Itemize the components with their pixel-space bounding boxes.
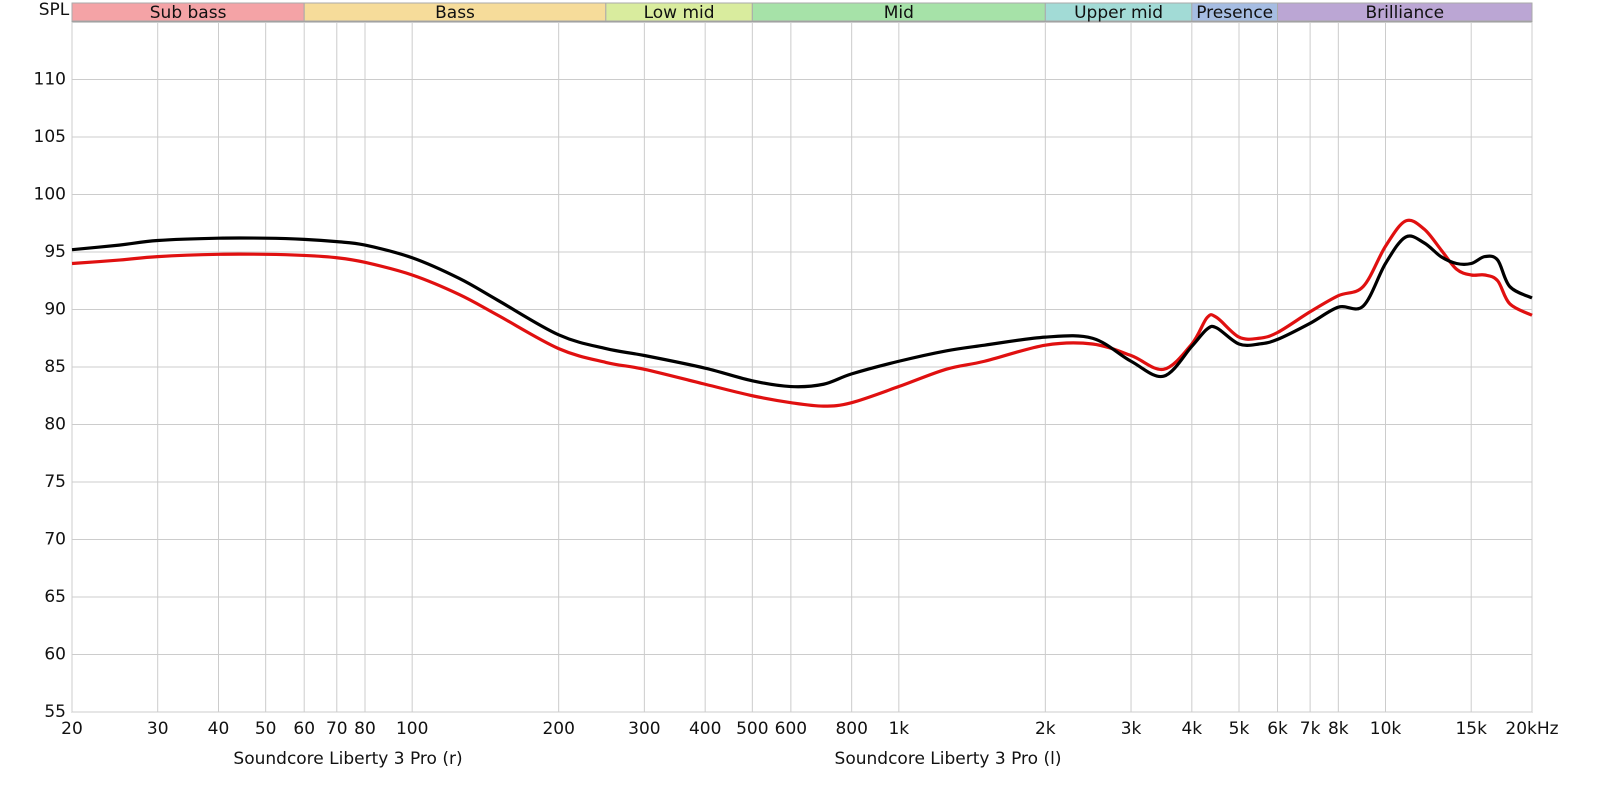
x-tick-label: 200 (542, 719, 574, 739)
x-tick-label: 5k (1229, 719, 1250, 739)
x-tick-label: 400 (689, 719, 721, 739)
y-tick-label: 110 (34, 70, 66, 90)
series-line (71, 234, 1533, 389)
x-tick-label: 4k (1181, 719, 1202, 739)
x-tick-label: 20 (61, 719, 83, 739)
y-tick-label: 90 (44, 300, 66, 320)
y-tick-label: 95 (44, 242, 66, 262)
y-axis-label: SPL (39, 0, 70, 20)
y-tick-label: 60 (44, 645, 66, 665)
x-tick-label: 500 (736, 719, 768, 739)
y-tick-label: 75 (44, 472, 66, 492)
series-line (71, 218, 1533, 408)
x-tick-label: 20kHz (1505, 719, 1558, 739)
x-tick-label: 8k (1328, 719, 1349, 739)
band-label: Mid (884, 3, 914, 23)
x-tick-label: 30 (147, 719, 169, 739)
x-tick-label: 2k (1035, 719, 1056, 739)
x-tick-label: 6k (1267, 719, 1288, 739)
y-tick-label: 105 (34, 127, 66, 147)
legend-entry: Soundcore Liberty 3 Pro (l) (835, 749, 1062, 769)
band-label: Presence (1196, 3, 1273, 23)
x-tick-label: 40 (208, 719, 230, 739)
x-tick-label: 800 (835, 719, 867, 739)
x-tick-label: 3k (1121, 719, 1142, 739)
y-tick-label: 100 (34, 185, 66, 205)
x-tick-label: 1k (888, 719, 909, 739)
y-tick-label: 80 (44, 415, 66, 435)
x-tick-label: 60 (293, 719, 315, 739)
x-tick-label: 15k (1455, 719, 1487, 739)
legend-entry: Soundcore Liberty 3 Pro (r) (233, 749, 462, 769)
y-tick-label: 85 (44, 357, 66, 377)
band-label: Low mid (644, 3, 715, 23)
y-tick-label: 70 (44, 530, 66, 550)
x-tick-label: 10k (1370, 719, 1402, 739)
band-label: Sub bass (150, 3, 227, 23)
y-tick-label: 55 (44, 702, 66, 722)
band-label: Upper mid (1074, 3, 1163, 23)
band-label: Brilliance (1365, 3, 1444, 23)
x-tick-label: 300 (628, 719, 660, 739)
x-tick-label: 80 (354, 719, 376, 739)
band (1277, 2, 1533, 22)
band-label: Bass (435, 3, 475, 23)
x-tick-label: 100 (396, 719, 428, 739)
y-tick-label: 65 (44, 587, 66, 607)
x-tick-label: 70 (326, 719, 348, 739)
x-tick-label: 50 (255, 719, 277, 739)
x-tick-label: 7k (1300, 719, 1321, 739)
x-tick-label: 600 (775, 719, 807, 739)
